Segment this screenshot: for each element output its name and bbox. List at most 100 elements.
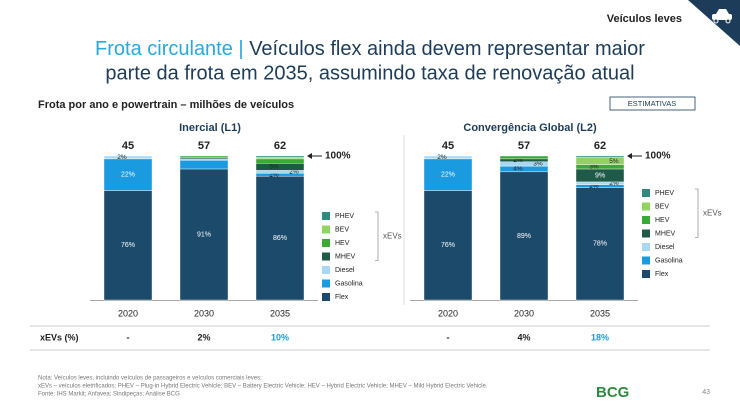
page-number: 43 [702, 389, 710, 396]
value-label: 5% [269, 164, 279, 171]
legend-label: BEV [335, 226, 349, 233]
tag: Veículos leves [607, 13, 682, 25]
title-rest: Veículos flex ainda devem representar ma… [249, 38, 645, 60]
value-label: 22% [121, 172, 135, 179]
legend-swatch [642, 270, 650, 278]
legend-group-label: xEVs [703, 208, 722, 217]
value-label: 22% [441, 172, 455, 179]
legend-label: Diesel [655, 244, 675, 251]
legend-swatch [322, 293, 330, 301]
legend-label: MHEV [335, 253, 356, 260]
badge: ESTIMATIVAS [628, 99, 676, 108]
legend-swatch [322, 225, 330, 234]
x-tick-label: 2030 [194, 308, 214, 318]
bar-segment [179, 160, 229, 170]
value-label: 9% [595, 172, 605, 179]
total-label: 45 [442, 140, 454, 152]
row-label: xEVs (%) [40, 332, 79, 342]
value-label: 2% [289, 169, 299, 176]
legend-label: Flex [655, 271, 669, 278]
bar-segment [423, 158, 473, 191]
legend-swatch [642, 229, 650, 238]
value-label: 2% [269, 171, 279, 178]
legend-label: HEV [335, 240, 350, 247]
legend-swatch [642, 202, 650, 211]
legend-label: Flex [335, 294, 349, 301]
x-tick-label: 2030 [514, 308, 534, 318]
legend-label: MHEV [655, 230, 676, 237]
bar-segment [575, 155, 625, 158]
chart-title: Inercial (L1) [179, 122, 241, 134]
legend-label: Gasolina [655, 257, 683, 264]
chart-title: Convergência Global (L2) [463, 122, 597, 134]
row-value: - [447, 332, 450, 342]
row-value: 2% [197, 332, 210, 342]
value-label: 2% [609, 180, 619, 187]
legend-label: BEV [655, 203, 669, 210]
bar-segment [179, 157, 229, 160]
annotation: 100% [645, 151, 671, 162]
legend-label: PHEV [655, 190, 674, 197]
value-label: 2% [589, 183, 599, 190]
legend-label: HEV [655, 217, 670, 224]
bar-segment [255, 162, 305, 171]
car-icon [712, 9, 732, 24]
legend-swatch [642, 216, 650, 224]
total-label: 62 [594, 140, 606, 152]
legend-label: Diesel [335, 267, 355, 274]
row-value: 18% [591, 332, 609, 342]
subtitle: Frota por ano e powertrain – milhões de … [38, 99, 294, 111]
bar-segment [423, 190, 473, 301]
x-tick-label: 2035 [270, 308, 290, 318]
legend-bracket [375, 211, 379, 261]
bar-segment [103, 155, 153, 160]
corner-tab [688, 0, 740, 46]
bar-segment [423, 155, 473, 160]
badge-box [609, 96, 696, 111]
value-label: 78% [593, 241, 607, 248]
bar-segment [575, 187, 625, 301]
logo: BCG [596, 384, 629, 401]
value-label: 86% [273, 235, 287, 242]
total-label: 45 [122, 140, 134, 152]
legend-swatch [322, 279, 330, 288]
note: Fonte: IHS Markit; Anfavea; Sindipeças; … [38, 392, 180, 398]
row-value: 10% [271, 332, 289, 342]
value-label: 76% [121, 242, 135, 249]
bar-segment [255, 155, 305, 158]
row-value: - [127, 332, 130, 342]
x-tick-label: 2035 [590, 308, 610, 318]
legend-swatch [642, 256, 650, 265]
x-tick-label: 2020 [438, 308, 458, 318]
value-label: 2% [437, 154, 447, 161]
value-label: 5% [609, 158, 619, 165]
value-label: 3% [589, 164, 599, 171]
bar-segment [179, 155, 229, 158]
bar-segment [103, 190, 153, 301]
value-label: 91% [197, 231, 211, 238]
legend-swatch [642, 189, 650, 197]
legend-label: Gasolina [335, 280, 363, 287]
total-label: 57 [518, 140, 530, 152]
annotation: 100% [325, 151, 351, 162]
bar-segment [575, 164, 625, 170]
legend-bracket [695, 188, 699, 238]
value-label: 3% [533, 161, 543, 168]
legend-label: PHEV [335, 213, 354, 220]
bar-segment [499, 158, 549, 162]
x-tick-label: 2020 [118, 308, 138, 318]
note: Nota: Veículos leves, incluindo veículos… [38, 376, 262, 382]
value-label: 2% [117, 154, 127, 161]
legend-group-label: xEVs [383, 231, 402, 240]
legend-swatch [642, 243, 650, 251]
title-line-2: parte da frota em 2035, assumindo taxa d… [105, 62, 634, 84]
legend-swatch [322, 239, 330, 247]
arrow-head [627, 153, 632, 159]
value-label: 2% [513, 157, 523, 164]
legend-swatch [322, 266, 330, 274]
bar-segment [255, 157, 305, 160]
legend-swatch [322, 252, 330, 261]
bar-segment [499, 155, 549, 160]
total-label: 62 [274, 140, 286, 152]
